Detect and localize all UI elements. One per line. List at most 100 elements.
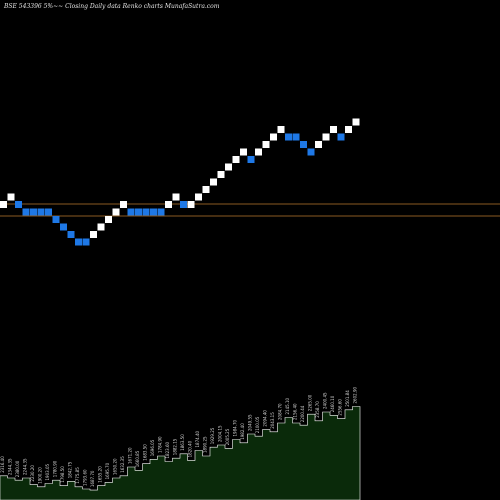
- volume-label: 2501.84: [345, 390, 350, 407]
- renko-brick: [60, 223, 67, 231]
- renko-brick: [75, 238, 82, 246]
- volume-label: 1683.50: [143, 444, 148, 461]
- renko-brick: [127, 208, 135, 216]
- renko-brick: [262, 141, 270, 148]
- volume-label: 1655.20: [98, 466, 103, 483]
- volume-label: 1660.85: [135, 450, 140, 467]
- volume-label: 1793.60: [83, 469, 88, 486]
- volume-label: 2084.70: [278, 403, 283, 420]
- renko-brick: [15, 201, 22, 208]
- renko-brick: [90, 231, 97, 238]
- volume-label: 1890.25: [203, 436, 208, 453]
- volume-label: 1632.35: [120, 456, 125, 473]
- volume-label: 2244.35: [23, 458, 28, 475]
- volume-label: 2230.20: [30, 465, 35, 482]
- renko-brick: [67, 231, 75, 238]
- volume-label: 1842.75: [68, 461, 73, 478]
- volume-label: 1903.05: [45, 464, 50, 481]
- chart-title: BSE 543396 5%~~ Closing Daily data Renko…: [4, 3, 220, 10]
- renko-brick: [255, 148, 262, 156]
- volume-label: 1900.20: [38, 467, 43, 484]
- volume-label: 1984.70: [233, 420, 238, 437]
- volume-label: 2358.70: [315, 401, 320, 418]
- renko-brick: [292, 133, 300, 141]
- volume-label: 1929.25: [210, 427, 215, 444]
- volume-label: 2094.40: [263, 410, 268, 427]
- renko-brick: [345, 126, 352, 133]
- renko-brick: [322, 133, 330, 141]
- renko-brick: [150, 208, 157, 216]
- renko-brick: [37, 208, 45, 216]
- volume-label: 1863.50: [180, 434, 185, 451]
- volume-label: 1695.70: [105, 462, 110, 479]
- renko-brick: [240, 148, 247, 156]
- volume-area: [0, 406, 361, 500]
- volume-panel: 2316.40 2344.35 2380.00 2244.35 2230.20 1900.…: [0, 387, 361, 500]
- volume-label: 1823.60: [165, 442, 170, 459]
- volume-label: 1820.40: [188, 440, 193, 457]
- volume-label: 2380.00: [15, 460, 20, 477]
- volume-label: 2200.44: [300, 405, 305, 422]
- renko-brick: [97, 223, 105, 231]
- volume-label: 2004.15: [218, 425, 223, 442]
- renko-brick: [217, 171, 225, 178]
- renko-brick: [225, 163, 232, 171]
- volume-label: 2316.40: [0, 456, 5, 473]
- volume-label: 2344.35: [8, 458, 13, 475]
- volume-label: 1784.90: [158, 436, 163, 453]
- volume-label: 2043.15: [270, 412, 275, 429]
- renko-brick: [232, 156, 240, 163]
- renko-brick: [142, 208, 150, 216]
- renko-brick: [337, 133, 345, 141]
- volume-label: 2265.00: [308, 394, 313, 411]
- volume-label: 1775.85: [75, 467, 80, 484]
- volume-label: 2556.60: [338, 399, 343, 416]
- volume-label: 2156.40: [293, 403, 298, 420]
- renko-brick: [210, 178, 217, 186]
- renko-brick: [7, 193, 15, 201]
- renko-brick: [300, 141, 307, 148]
- renko-brick: [352, 118, 360, 126]
- renko-brick: [52, 216, 60, 223]
- renko-brick: [135, 208, 142, 216]
- volume-label: 2460.10: [330, 395, 335, 412]
- renko-brick: [45, 208, 52, 216]
- volume-label: 1882.15: [173, 438, 178, 455]
- volume-label: 1696.05: [150, 439, 155, 456]
- renko-brick: [112, 208, 120, 216]
- volume-label: 2100.05: [255, 416, 260, 433]
- volume-label: 1798.50: [60, 466, 65, 483]
- renko-brick: [180, 201, 187, 208]
- volume-label: 1982.40: [240, 423, 245, 440]
- renko-brick: [270, 133, 277, 141]
- renko-brick: [315, 141, 322, 148]
- volume-label: 2005.25: [225, 428, 230, 445]
- renko-brick: [195, 193, 202, 201]
- renko-brick: [82, 238, 90, 246]
- renko-brick: [285, 133, 292, 141]
- renko-brick: [330, 126, 337, 133]
- renko-brick: [277, 126, 285, 133]
- volume-label: 1780.90: [53, 460, 58, 477]
- renko-brick: [120, 201, 127, 208]
- volume-label: 1687.70: [90, 470, 95, 487]
- renko-brick: [165, 201, 172, 208]
- volume-label: 1874.40: [195, 431, 200, 448]
- renko-brick: [0, 201, 7, 208]
- volume-label: 2145.10: [285, 398, 290, 415]
- renko-brick: [247, 156, 255, 163]
- renko-bricks: [0, 118, 360, 246]
- renko-brick: [22, 208, 30, 216]
- renko-brick: [202, 186, 210, 193]
- volume-label: 1671.20: [128, 447, 133, 464]
- volume-label: 2049.55: [248, 414, 253, 431]
- renko-brick: [307, 148, 315, 156]
- renko-brick: [172, 193, 180, 201]
- volume-label: 2602.90: [353, 387, 358, 404]
- renko-brick: [105, 216, 112, 223]
- volume-label: 1650.20: [113, 458, 118, 475]
- renko-brick: [157, 208, 165, 216]
- renko-brick: [30, 208, 37, 216]
- volume-label: 2400.45: [323, 392, 328, 409]
